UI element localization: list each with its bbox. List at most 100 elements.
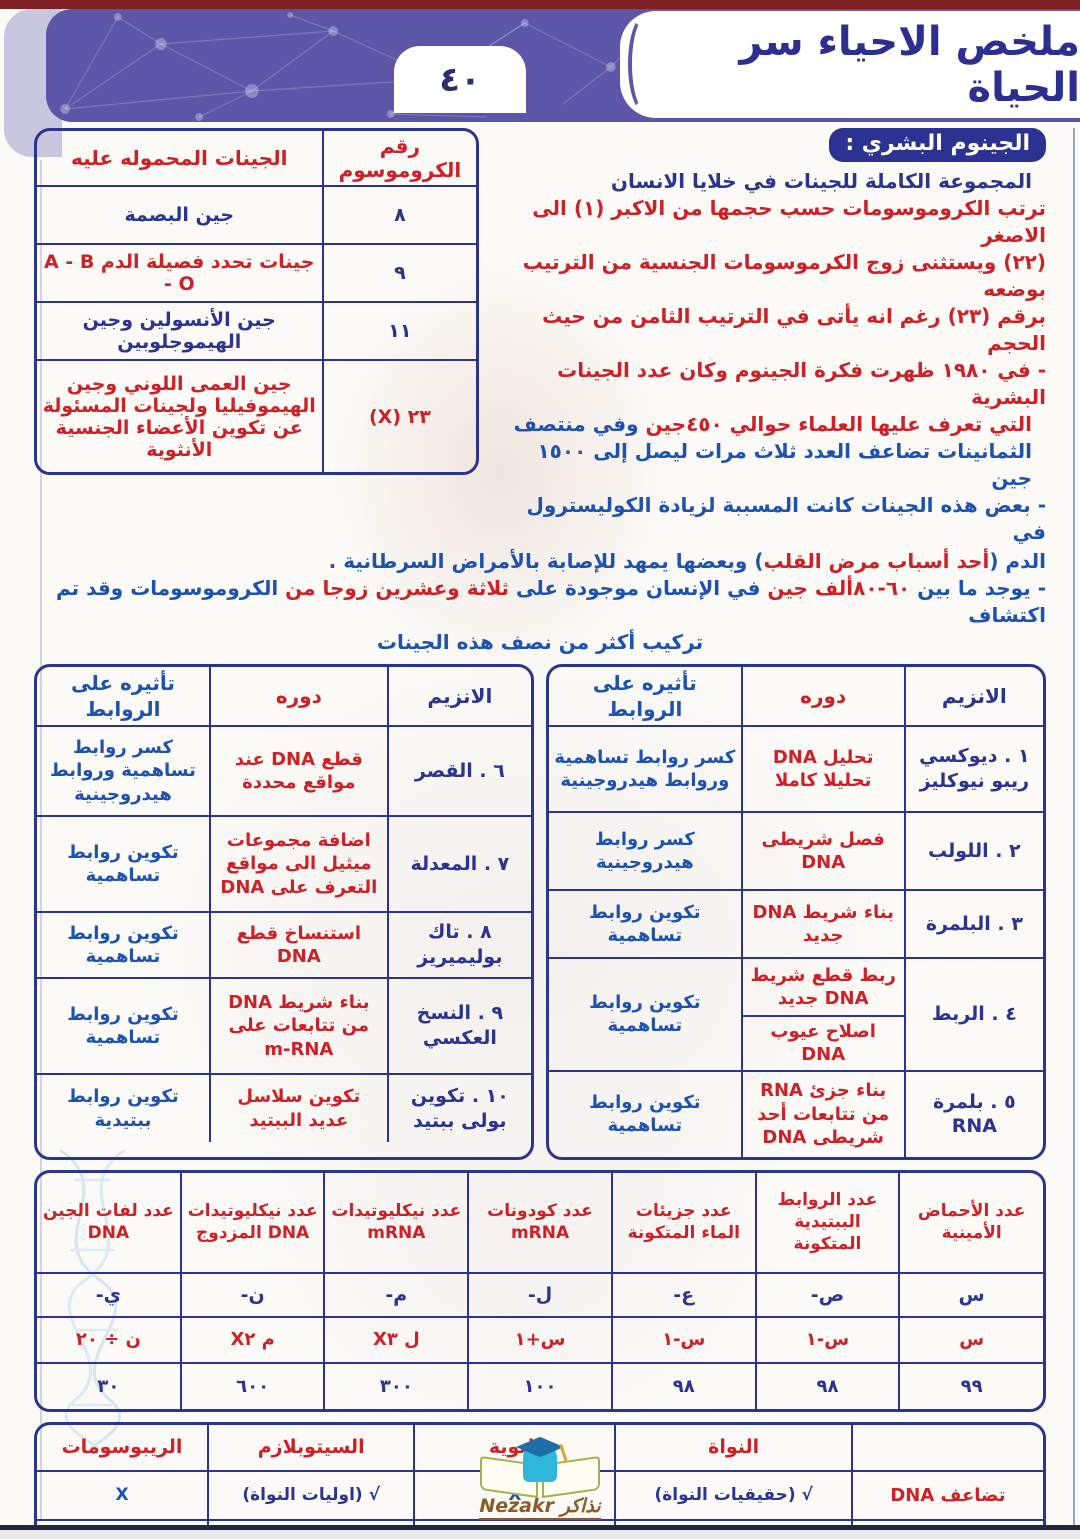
table-row: ٢٣ (X) جين العمى اللوني وجين الهيموفيليا…	[37, 359, 477, 472]
top-border-strip	[0, 0, 1080, 9]
title-arc-decoration	[628, 15, 662, 113]
table-cell: ن-	[179, 1271, 326, 1318]
genome-line: تركيب أكثر من نصف هذه الجينات	[376, 630, 704, 654]
table-row: ٩ . النسخ العكسي بناء شريط DNA من تتابعا…	[37, 977, 531, 1075]
table-row: ١٠ . تكوين بولى ببتيد تكوين سلاسل عديد ا…	[37, 1073, 531, 1142]
table-cell: ٧ . المعدلة	[386, 815, 531, 913]
table-cell: م-	[323, 1271, 470, 1318]
page-header: ملخص الاحياء سر الحياة	[46, 9, 1080, 122]
column-header: الريبوسومات	[37, 1424, 210, 1472]
table-row: س س-١ س-١ س+١ ل X٣ م X٢ ن ÷ ٢٠	[37, 1315, 1043, 1364]
genome-line: التي تعرف عليها العلماء حوالي ٤٥٠جين وفي…	[513, 412, 1032, 436]
genome-line: - يوجد ما بين ٦٠-٨٠ألف جين في الإنسان مو…	[56, 576, 1046, 627]
genome-line: (٢٢) ويستثنى زوج الكرموسومات الجنسية من …	[522, 250, 1046, 301]
table-row: ٢ . اللولب فصل شريطى DNA كسر روابط هيدرو…	[549, 811, 1043, 891]
enzymes-section: الانزيم دوره تأثيره على الروابط ١ . ديوك…	[34, 664, 1046, 1160]
table-row: الانزيم دوره تأثيره على الروابط	[37, 667, 531, 727]
table-cell: تكوين روابط تساهمية	[37, 977, 211, 1075]
table-cell: ٣٠٠	[323, 1361, 470, 1409]
table-cell: ي-	[37, 1271, 182, 1318]
column-header: دوره	[740, 667, 906, 727]
table-row: رقم الكروموسوم الجينات المحموله عليه	[37, 131, 477, 187]
open-book-icon	[480, 1436, 600, 1499]
column-header: الانزيم	[903, 667, 1043, 727]
table-cell: اضافة مجموعات ميثيل الى مواقع التعرف على…	[208, 815, 389, 913]
table-cell: تكوين روابط تساهمية	[549, 889, 743, 959]
table-row: ١١ جين الأنسولين وجين الهيموجلوبين	[37, 301, 477, 361]
table-cell: تحليل DNA تحليلا كاملا	[740, 725, 906, 813]
table-cell: √ (حقيقيات النواة)	[614, 1469, 853, 1521]
table-cell: ٣ . البلمرة	[903, 889, 1043, 959]
table-cell: بناء شريط DNA من تتابعات على m-RNA	[208, 977, 389, 1075]
table-cell: ٥ . بلمرة RNA	[903, 1069, 1043, 1157]
column-header: الجينات المحموله عليه	[37, 131, 324, 187]
column-header: عدد نيكليوتيدات mRNA	[323, 1172, 470, 1274]
table-cell: ١٠٠	[467, 1361, 613, 1409]
enzymes-table-6-10: الانزيم دوره تأثيره على الروابط ٦ . القص…	[34, 664, 534, 1160]
table-cell: ٨ . تاك بوليميريز	[386, 911, 531, 979]
table-cell: تكوين روابط تساهمية	[549, 1069, 743, 1157]
page-number: ٤٠	[439, 59, 481, 100]
table-cell: ٩ . النسخ العكسي	[386, 977, 531, 1075]
page-number-tab: ٤٠	[394, 46, 526, 113]
table-row: س ص- ع- ل- م- ن- ي-	[37, 1271, 1043, 1318]
table-cell: ٢ . اللولب	[903, 811, 1043, 891]
genome-text-column: الجينوم البشري : المجموعة الكاملة للجينا…	[491, 128, 1046, 546]
table-cell: جين الأنسولين وجين الهيموجلوبين	[37, 301, 324, 361]
table-cell: ٣٠	[37, 1361, 182, 1409]
column-header: عدد الروابط الببتيدية المتكونة	[754, 1172, 901, 1274]
enzymes-table-1-5: الانزيم دوره تأثيره على الروابط ١ . ديوك…	[546, 664, 1046, 1160]
table-cell: ٢٣ (X)	[321, 359, 477, 472]
page-title: ملخص الاحياء سر الحياة	[739, 18, 1080, 111]
table-row: اصلاح عيوب DNA	[549, 1015, 1043, 1072]
table-row: ٤ . الربط ربط قطع شريط DNA جديد تكوين رو…	[549, 957, 1043, 1072]
table-cell: ٩٨	[754, 1361, 901, 1409]
table-cell: ٦ . القصر	[386, 725, 531, 817]
table-row: تضاعف DNA √ (حقيقيات النواة) X √ (اوليات…	[37, 1469, 1043, 1521]
table-row: ٦ . القصر قطع DNA عند مواقع محددة كسر رو…	[37, 725, 531, 817]
genome-line: ترتب الكروموسومات حسب حجمها من الاكبر (١…	[532, 196, 1046, 247]
table-cell: جين البصمة	[37, 185, 324, 245]
table-cell: س+١	[467, 1315, 613, 1364]
nezakr-logo: نذاكر Nezakr	[465, 1436, 615, 1520]
table-cell: ٦٠٠	[179, 1361, 326, 1409]
table-cell: ن ÷ ٢٠	[37, 1315, 182, 1364]
table-cell: جينات تحدد فصيلة الدم A - B - O	[37, 243, 324, 303]
column-header: رقم الكروموسوم	[321, 131, 477, 187]
genome-fullwidth-lines: الدم (أحد أسباب مرض القلب) وبعضها يمهد ل…	[34, 548, 1046, 656]
table-cell: فصل شريطى DNA	[740, 811, 906, 891]
bottom-border-strip	[0, 1525, 1080, 1530]
table-cell: ربط قطع شريط DNA جديد	[740, 957, 906, 1017]
row-label: تضاعف DNA	[850, 1469, 1043, 1521]
genome-heading: الجينوم البشري :	[829, 128, 1046, 162]
column-header: دوره	[208, 667, 389, 727]
table-cell: تكوين روابط تساهمية	[37, 911, 211, 979]
counts-table: عدد الأحماض الأمينية عدد الروابط الببتيد…	[34, 1169, 1046, 1412]
table-cell: س-١	[610, 1315, 757, 1364]
table-cell: بناء جزئ RNA من تتابعات أحد شريطى DNA	[740, 1069, 906, 1157]
title-box: ملخص الاحياء سر الحياة	[620, 11, 1080, 118]
table-cell: كسر روابط هيدروجينية	[549, 811, 743, 891]
table-row: ٧ . المعدلة اضافة مجموعات ميثيل الى مواق…	[37, 815, 531, 913]
column-header: تأثيره على الروابط	[37, 667, 211, 727]
table-cell: ل X٣	[323, 1315, 470, 1364]
table-row: ٩ جينات تحدد فصيلة الدم A - B - O	[37, 243, 477, 303]
table-cell: ص-	[754, 1271, 901, 1318]
genome-line: برقم (٢٣) رغم انه يأتى في الترتيب الثامن…	[542, 304, 1046, 355]
table-row: عدد الأحماض الأمينية عدد الروابط الببتيد…	[37, 1172, 1043, 1274]
table-row: ٨ جين البصمة	[37, 185, 477, 245]
page-content: الجينوم البشري : المجموعة الكاملة للجينا…	[34, 128, 1046, 1539]
genome-line: المجموعة الكاملة للجينات في خلايا الانسا…	[610, 169, 1032, 193]
table-cell: جين العمى اللوني وجين الهيموفيليا ولجينا…	[37, 359, 324, 472]
table-cell: √ (اوليات النواة)	[207, 1469, 416, 1521]
table-row: الانزيم دوره تأثيره على الروابط	[549, 667, 1043, 727]
table-row: ١ . ديوكسي ريبو نيوكليز تحليل DNA تحليلا…	[549, 725, 1043, 813]
logo-text: نذاكر Nezakr	[479, 1496, 601, 1520]
column-header: عدد نيكليوتيدات DNA المزدوج	[179, 1172, 326, 1274]
table-cell: ل-	[467, 1271, 613, 1318]
genome-line: - في ١٩٨٠ ظهرت فكرة الجينوم وكان عدد الج…	[557, 358, 1046, 409]
table-cell: م X٢	[179, 1315, 326, 1364]
table-row: ٣ . البلمرة بناء شريط DNA جديد تكوين روا…	[549, 889, 1043, 959]
table-cell: تكوين روابط تساهمية	[549, 957, 743, 1072]
table-row: ٨ . تاك بوليميريز استنساخ قطع DNA تكوين …	[37, 911, 531, 979]
